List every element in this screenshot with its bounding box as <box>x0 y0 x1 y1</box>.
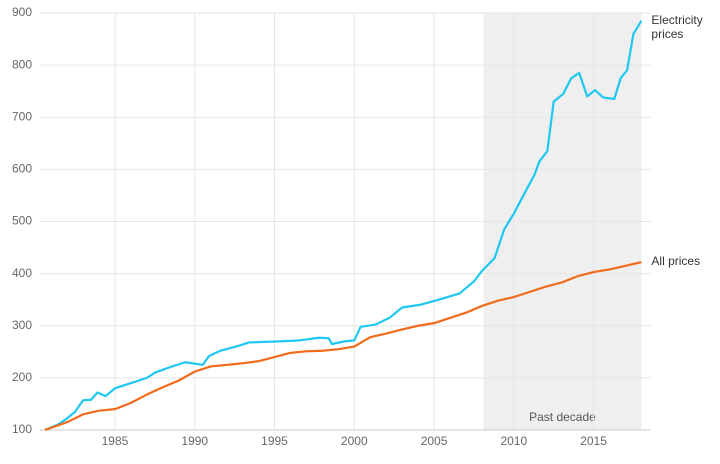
x-tick-label: 1985 <box>102 434 129 448</box>
series-line <box>44 261 642 432</box>
y-tick-label: 400 <box>12 266 32 280</box>
y-tick-label: 600 <box>12 162 32 176</box>
series-line <box>44 20 643 432</box>
y-tick-label: 100 <box>12 422 32 436</box>
x-tick-label: 2010 <box>500 434 527 448</box>
annotation: Past decade <box>529 410 596 424</box>
x-tick-label: 2015 <box>580 434 607 448</box>
y-tick-label: 200 <box>12 370 32 384</box>
x-tick-label: 2000 <box>341 434 368 448</box>
x-tick-label: 1990 <box>181 434 208 448</box>
x-tick-label: 1995 <box>261 434 288 448</box>
y-tick-label: 700 <box>12 109 32 123</box>
y-tick-label: 500 <box>12 214 32 228</box>
y-tick-label: 900 <box>12 5 32 19</box>
series-label: All prices <box>651 254 701 269</box>
y-tick-label: 800 <box>12 57 32 71</box>
y-tick-label: 300 <box>12 318 32 332</box>
x-tick-label: 2005 <box>421 434 448 448</box>
series-label: Electricity prices <box>651 12 703 41</box>
